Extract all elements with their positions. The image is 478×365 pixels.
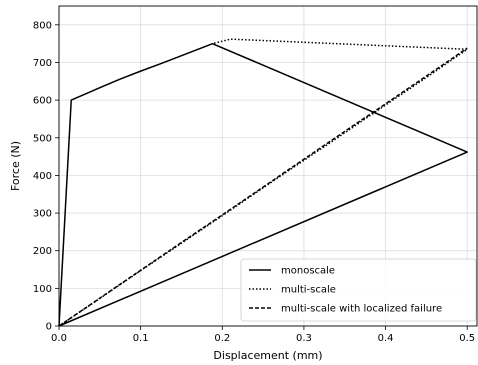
legend-label: multi-scale (281, 285, 336, 296)
x-axis-label: Displacement (mm) (213, 349, 322, 362)
series-lines (58, 38, 468, 327)
x-tick-label: 0.0 (51, 333, 67, 344)
y-tick-label: 400 (33, 171, 52, 182)
legend-label: monoscale (281, 266, 335, 277)
y-tick-label: 200 (33, 246, 52, 257)
y-tick-label: 300 (33, 209, 52, 220)
y-tick-label: 700 (33, 58, 52, 69)
y-tick-label: 600 (33, 96, 52, 107)
x-tick-label: 0.1 (133, 333, 149, 344)
y-tick-label: 100 (33, 284, 52, 295)
legend: monoscale multi-scale multi-scale with loc… (240, 258, 477, 322)
y-tick-label: 0 (46, 322, 52, 333)
x-tick-label: 0.5 (459, 333, 475, 344)
x-tick-label: 0.2 (214, 333, 230, 344)
legend-label: multi-scale with localized failure (281, 304, 442, 315)
series-line-multi-scale (58, 38, 468, 327)
plot-frame (58, 5, 478, 327)
y-tick-label: 800 (33, 20, 52, 31)
series-line-multi-scale-with-localized-failure (58, 47, 468, 327)
legend-box (240, 258, 477, 322)
x-tick-label: 0.3 (296, 333, 312, 344)
series-line-monoscale (58, 42, 468, 327)
ticks: 0.0 0.1 0.2 0.3 0.4 0.5 0 100 200 300 400 500 600 700… (33, 20, 475, 344)
grid (58, 6, 477, 327)
y-axis-label: Force (N) (9, 141, 22, 191)
y-tick-label: 500 (33, 133, 52, 144)
x-tick-label: 0.4 (378, 333, 394, 344)
